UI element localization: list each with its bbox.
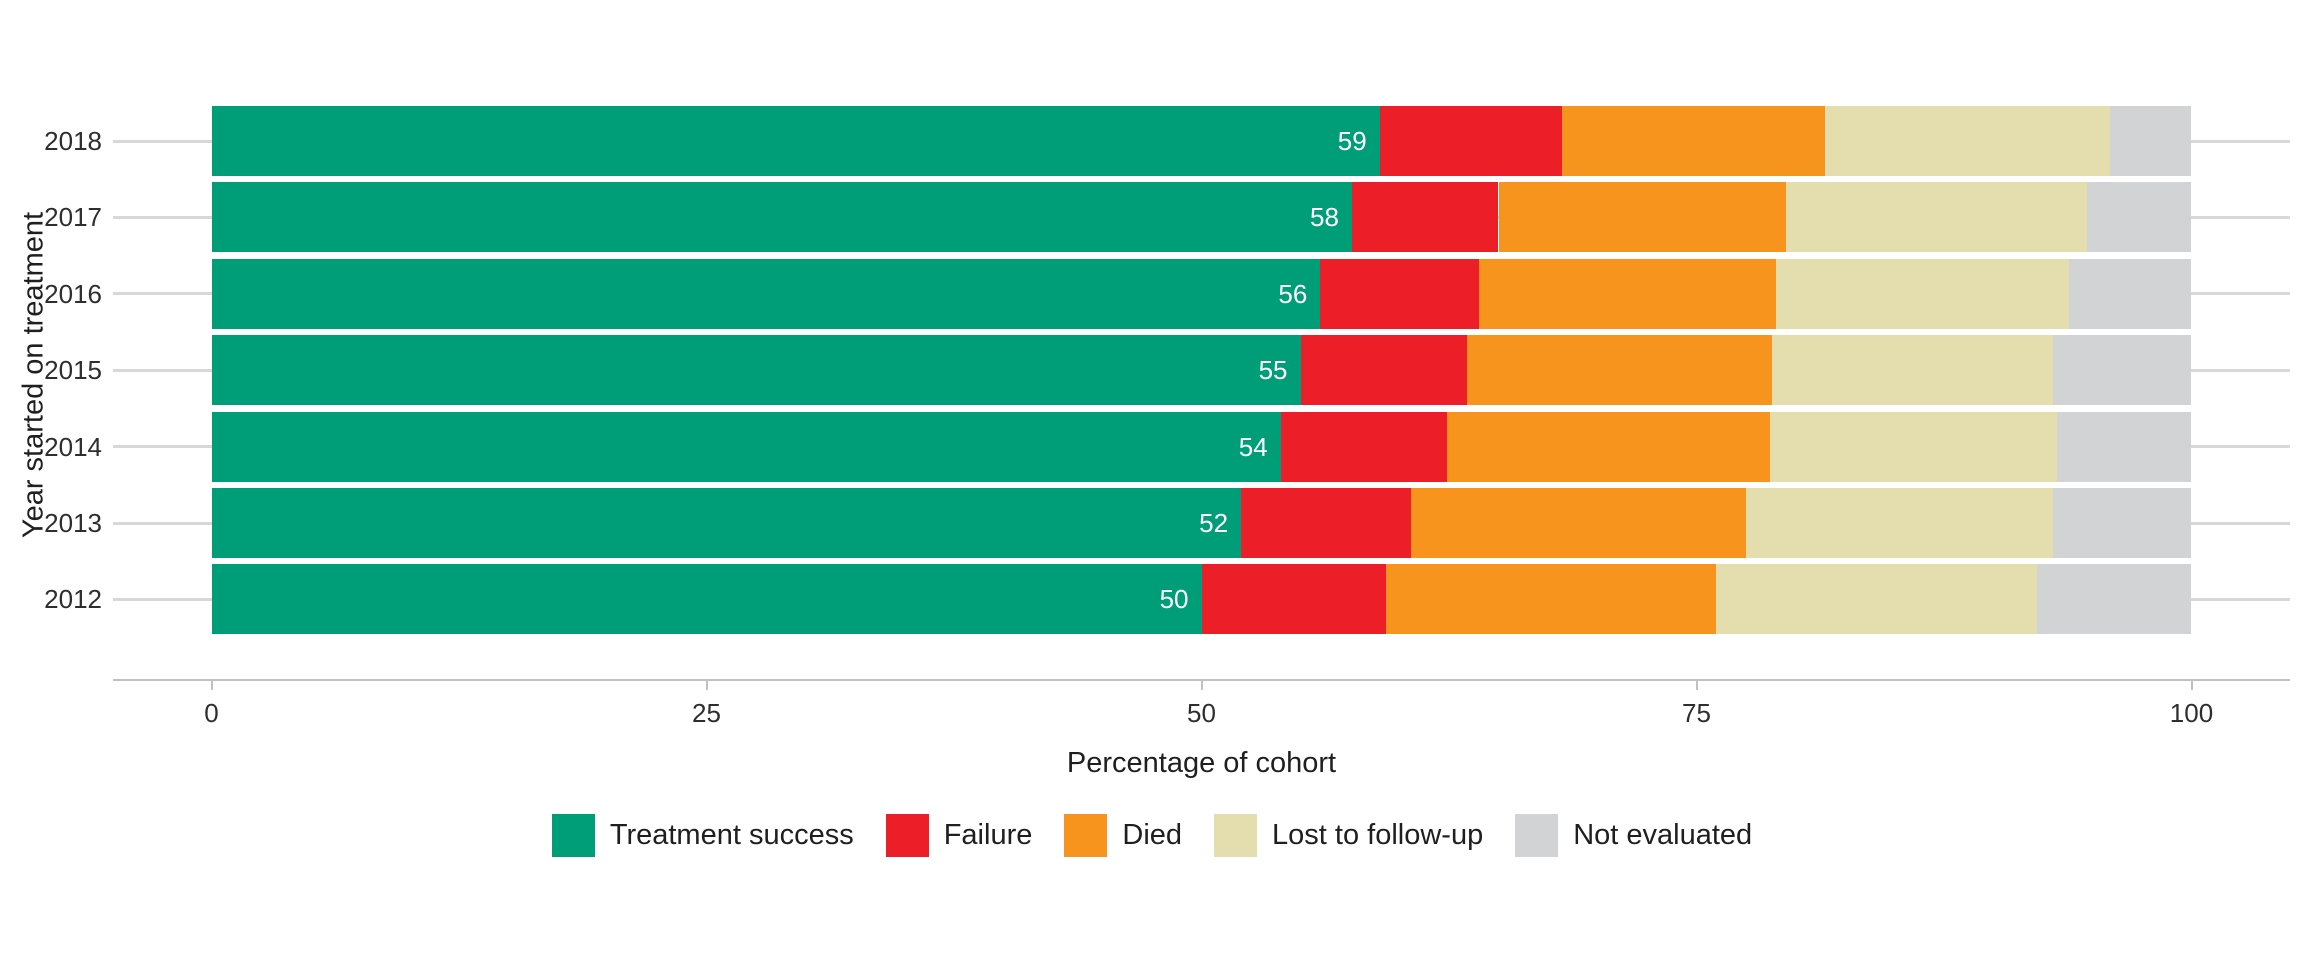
x-tick-mark	[1695, 681, 1698, 690]
bar-segment-not-evaluated	[2068, 258, 2192, 329]
bar-segment-died	[1385, 564, 1717, 635]
bar-segment-failure	[1300, 335, 1467, 406]
x-tick-label: 100	[2169, 698, 2214, 728]
bar-segment-died	[1561, 106, 1826, 176]
bar-segment-treatment-success: 58	[211, 182, 1352, 253]
bar-segment-lost-to-follow-up	[1775, 258, 2069, 329]
bar-segment-lost-to-follow-up	[1769, 411, 2057, 482]
y-tick-label: 2012	[44, 584, 102, 615]
bar-segment-not-evaluated	[2052, 488, 2192, 558]
legend-label: Lost to follow-up	[1272, 819, 1484, 851]
x-axis-title: Percentage of cohort	[1066, 747, 1337, 779]
legend-entry-treatment-success: Treatment success	[551, 814, 854, 857]
y-tick-label: 2015	[44, 355, 102, 386]
x-tick-mark	[1200, 681, 1203, 690]
bar-segment-failure	[1241, 488, 1412, 558]
bar-segment-failure	[1320, 258, 1479, 329]
bar-row-2016: 56	[113, 258, 2290, 329]
bar-segment-died	[1411, 488, 1746, 558]
legend-swatch-icon	[1515, 814, 1559, 857]
bar-value-label: 50	[1159, 584, 1189, 615]
plot-panel: 59 58 56 55 54 52 50	[113, 72, 2290, 679]
bar-segment-treatment-success: 59	[211, 106, 1380, 176]
legend-swatch-icon	[885, 814, 929, 857]
bar-value-label: 59	[1337, 126, 1367, 156]
bar-row-2018: 59	[113, 106, 2290, 176]
bar-segment-failure	[1201, 564, 1386, 635]
bar-row-2015: 55	[113, 335, 2290, 406]
legend-swatch-icon	[551, 814, 595, 857]
bar-segment-lost-to-follow-up	[1716, 564, 2038, 635]
bar-segment-died	[1498, 182, 1786, 253]
bar-value-label: 56	[1278, 278, 1308, 309]
bar-segment-failure	[1351, 182, 1499, 253]
legend-entry-not-evaluated: Not evaluated	[1515, 814, 1752, 857]
bar-segment-failure	[1280, 411, 1447, 482]
y-tick-label: 2013	[44, 508, 102, 538]
bar-segment-not-evaluated	[2086, 182, 2192, 253]
x-tick-label: 25	[692, 698, 721, 728]
legend-label: Failure	[943, 819, 1033, 851]
bar-segment-treatment-success: 52	[211, 488, 1242, 558]
bar-segment-failure	[1379, 106, 1562, 176]
bar-value-label: 54	[1238, 431, 1268, 462]
bar-segment-not-evaluated	[2037, 564, 2192, 635]
bar-segment-treatment-success: 54	[211, 411, 1281, 482]
y-tick-label: 2014	[44, 431, 102, 462]
legend-entry-failure: Failure	[885, 814, 1033, 857]
bar-segment-lost-to-follow-up	[1785, 182, 2087, 253]
bar-segment-treatment-success: 50	[211, 564, 1202, 635]
legend-swatch-icon	[1214, 814, 1258, 857]
legend-label: Treatment success	[609, 819, 854, 851]
x-tick-mark	[2190, 681, 2193, 690]
bar-segment-not-evaluated	[2110, 106, 2192, 176]
bar-segment-lost-to-follow-up	[1771, 335, 2053, 406]
bar-segment-died	[1466, 335, 1772, 406]
bar-segment-treatment-success: 56	[211, 258, 1321, 329]
bar-segment-treatment-success: 55	[211, 335, 1301, 406]
x-tick-label: 50	[1187, 698, 1216, 728]
y-tick-label: 2016	[44, 278, 102, 309]
bar-segment-not-evaluated	[2052, 335, 2192, 406]
y-tick-label: 2018	[44, 126, 102, 156]
x-tick-label: 0	[204, 698, 219, 728]
y-tick-label: 2017	[44, 202, 102, 233]
legend-entry-lost-to-follow-up: Lost to follow-up	[1214, 814, 1483, 857]
x-tick-label: 75	[1682, 698, 1711, 728]
bar-row-2013: 52	[113, 488, 2290, 558]
legend-label: Died	[1122, 819, 1183, 851]
legend-label: Not evaluated	[1573, 819, 1753, 851]
x-tick-mark	[705, 681, 708, 690]
bar-row-2017: 58	[113, 182, 2290, 253]
bar-segment-died	[1478, 258, 1776, 329]
bar-segment-died	[1447, 411, 1770, 482]
bar-segment-not-evaluated	[2056, 411, 2192, 482]
bar-segment-lost-to-follow-up	[1746, 488, 2053, 558]
legend-swatch-icon	[1064, 814, 1108, 857]
bar-value-label: 58	[1310, 202, 1339, 233]
x-tick-mark	[210, 681, 213, 690]
bar-segment-lost-to-follow-up	[1825, 106, 2111, 176]
legend: Treatment success Failure Died Lost to foll…	[0, 814, 2304, 857]
x-axis-line	[113, 679, 2290, 681]
bar-value-label: 52	[1199, 508, 1229, 538]
bar-value-label: 55	[1258, 355, 1288, 386]
bar-row-2012: 50	[113, 564, 2290, 635]
legend-entry-died: Died	[1064, 814, 1182, 857]
bar-row-2014: 54	[113, 411, 2290, 482]
